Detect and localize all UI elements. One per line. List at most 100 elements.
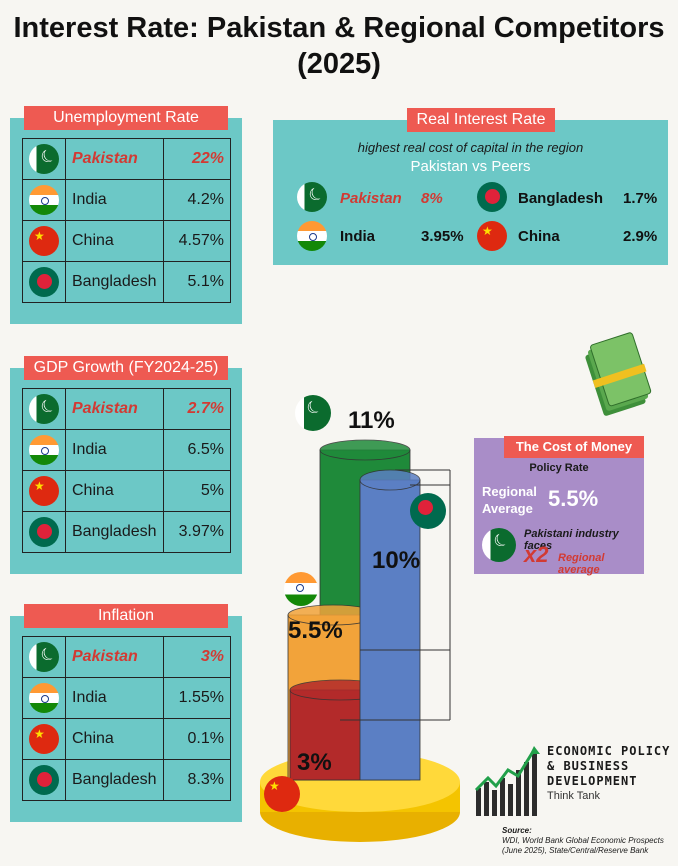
india-flag-icon (29, 435, 59, 465)
pakistan-flag-icon (29, 144, 59, 174)
inflation-title: Inflation (24, 604, 228, 628)
gdp-title: GDP Growth (FY2024-25) (24, 356, 228, 380)
logo-line-1: ECONOMIC POLICY (547, 744, 671, 758)
china-flag-icon (264, 776, 300, 812)
china-flag-icon (29, 226, 59, 256)
mult-value: x2 (524, 542, 549, 567)
value-label-india: 5.5% (288, 617, 343, 644)
real-interest-sub2: Pakistan vs Peers (410, 158, 531, 175)
regional-label-2: Average (482, 501, 533, 516)
policy-rate-label: Policy Rate (529, 462, 589, 474)
value-cell: 3.95% (421, 228, 464, 245)
bar-top-bangladesh (359, 469, 421, 491)
bangladesh-flag-icon (29, 517, 59, 547)
india-flag-icon (297, 221, 327, 251)
table-row: Bangladesh 8.3% (22, 759, 231, 801)
policy-rate-chart: 11% 10% 5.5% 3% (260, 407, 460, 842)
china-flag-icon (477, 221, 507, 251)
country-name: China (65, 718, 164, 760)
value-label-bangladesh: 10% (372, 547, 420, 574)
country-name: China (518, 228, 560, 245)
country-name: Pakistan (65, 388, 164, 430)
page-title: Interest Rate: Pakistan & Regional Compe… (13, 12, 665, 80)
value-cell: 3.97% (163, 511, 231, 553)
pakistan-flag-icon (297, 182, 327, 212)
value-cell: 5.1% (163, 261, 231, 303)
value-label-pakistan: 11% (348, 407, 395, 434)
table-row: India 6.5% (22, 429, 231, 471)
bangladesh-flag-icon (29, 267, 59, 297)
bangladesh-flag-icon (410, 493, 446, 529)
value-cell: 22% (163, 138, 231, 180)
logo-line-3: DEVELOPMENT (547, 774, 638, 788)
pakistan-flag-icon (295, 395, 331, 431)
real-interest-title: Real Interest Rate (407, 108, 555, 132)
money-stack-icon (585, 332, 652, 416)
pakistan-flag-icon (29, 394, 59, 424)
bangladesh-flag-icon (477, 182, 507, 212)
table-row: India 4.2% (22, 179, 231, 221)
country-name: China (65, 470, 164, 512)
value-label-china: 3% (297, 749, 332, 776)
regional-label-1: Regional (482, 484, 537, 499)
logo-line-2: & BUSINESS (547, 759, 630, 773)
unemployment-title: Unemployment Rate (24, 106, 228, 130)
country-name: Bangladesh (65, 261, 164, 303)
country-name: China (65, 220, 164, 262)
mult-text: Regional average (558, 552, 605, 576)
country-name: India (65, 179, 164, 221)
real-interest-panel: Real Interest Rate highest real cost of … (273, 108, 668, 265)
value-cell: 2.7% (163, 388, 231, 430)
real-interest-subtitle: highest real cost of capital in the regi… (357, 140, 584, 155)
value-cell: 4.57% (163, 220, 231, 262)
logo-line-4: Think Tank (547, 790, 600, 802)
pakistan-flag-icon (482, 528, 516, 562)
regional-value: 5.5% (548, 486, 599, 511)
china-flag-icon (29, 724, 59, 754)
country-name: India (65, 677, 164, 719)
value-cell: 0.1% (163, 718, 231, 760)
faces-text: Pakistani industry faces (524, 528, 619, 552)
table-row: Bangladesh 3.97% (22, 511, 231, 553)
india-flag-icon (29, 683, 59, 713)
bar-bangladesh (359, 479, 421, 781)
bar-top-pakistan (319, 439, 411, 461)
value-cell: 1.7% (623, 190, 658, 207)
cost-title: The Cost of Money (504, 436, 644, 458)
country-name: India (340, 228, 376, 245)
source-line-2: (June 2025), State/Central/Reserve Bank (502, 846, 649, 855)
growth-chart-logo-icon (474, 746, 540, 816)
value-cell: 6.5% (163, 429, 231, 471)
country-name: Bangladesh (518, 190, 604, 207)
value-cell: 4.2% (163, 179, 231, 221)
value-cell: 1.55% (163, 677, 231, 719)
value-cell: 8.3% (163, 759, 231, 801)
logo: ECONOMIC POLICY & BUSINESS DEVELOPMENT T… (474, 742, 674, 822)
value-cell: 5% (163, 470, 231, 512)
china-flag-icon (29, 476, 59, 506)
pakistan-flag-icon (29, 642, 59, 672)
source-label: Source: (502, 826, 532, 835)
country-name: Bangladesh (65, 511, 164, 553)
india-flag-icon (284, 572, 318, 606)
value-cell: 3% (163, 636, 231, 678)
table-row: India 1.55% (22, 677, 231, 719)
value-cell: 8% (421, 190, 443, 207)
bangladesh-flag-icon (29, 765, 59, 795)
source-line-1: WDI, World Bank Global Economic Prospect… (502, 836, 664, 845)
country-name: Pakistan (65, 138, 164, 180)
country-name: Bangladesh (65, 759, 164, 801)
country-name: Pakistan (65, 636, 164, 678)
value-cell: 2.9% (623, 228, 658, 245)
